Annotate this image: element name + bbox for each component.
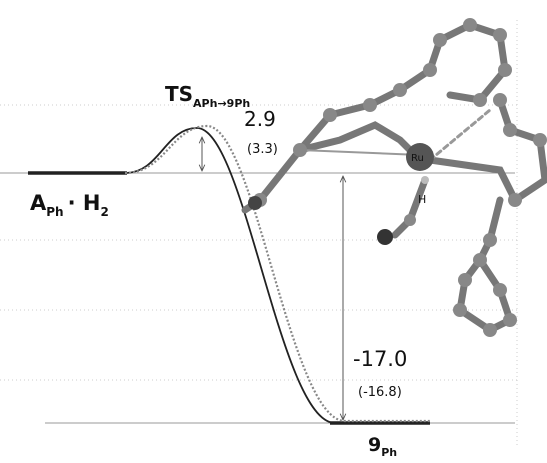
atom-label: H xyxy=(418,193,426,206)
state-label: APh · H2 xyxy=(30,191,109,219)
energy-alt: (3.3) xyxy=(247,142,278,157)
atom-label: Ru xyxy=(411,153,424,164)
label: 9 xyxy=(368,434,381,456)
energy-profile-alt xyxy=(125,126,430,421)
suffix: · H xyxy=(68,191,101,215)
guide-lines xyxy=(0,20,517,445)
subscript: APh→9Ph xyxy=(193,97,250,110)
label: TS xyxy=(165,82,193,106)
energy-diagram: Ru H TSAPh→9Ph 2.9 (3.3) APh· H2 -17.0 (… xyxy=(0,0,547,463)
energy-value: -17.0 xyxy=(353,347,407,371)
subscript: Ph xyxy=(381,446,397,459)
state-label: 9Ph xyxy=(368,434,397,459)
energy-profile xyxy=(125,128,335,423)
label: A xyxy=(30,191,47,215)
energy-value: 2.9 xyxy=(244,107,276,131)
page: {"states": [ {"label": "A", "subscript":… xyxy=(0,0,547,463)
energy-alt: (-16.8) xyxy=(358,385,402,400)
subscript: 2 xyxy=(100,205,108,219)
subscript: Ph xyxy=(46,205,63,219)
state-label: TSAPh→9Ph xyxy=(165,82,250,110)
